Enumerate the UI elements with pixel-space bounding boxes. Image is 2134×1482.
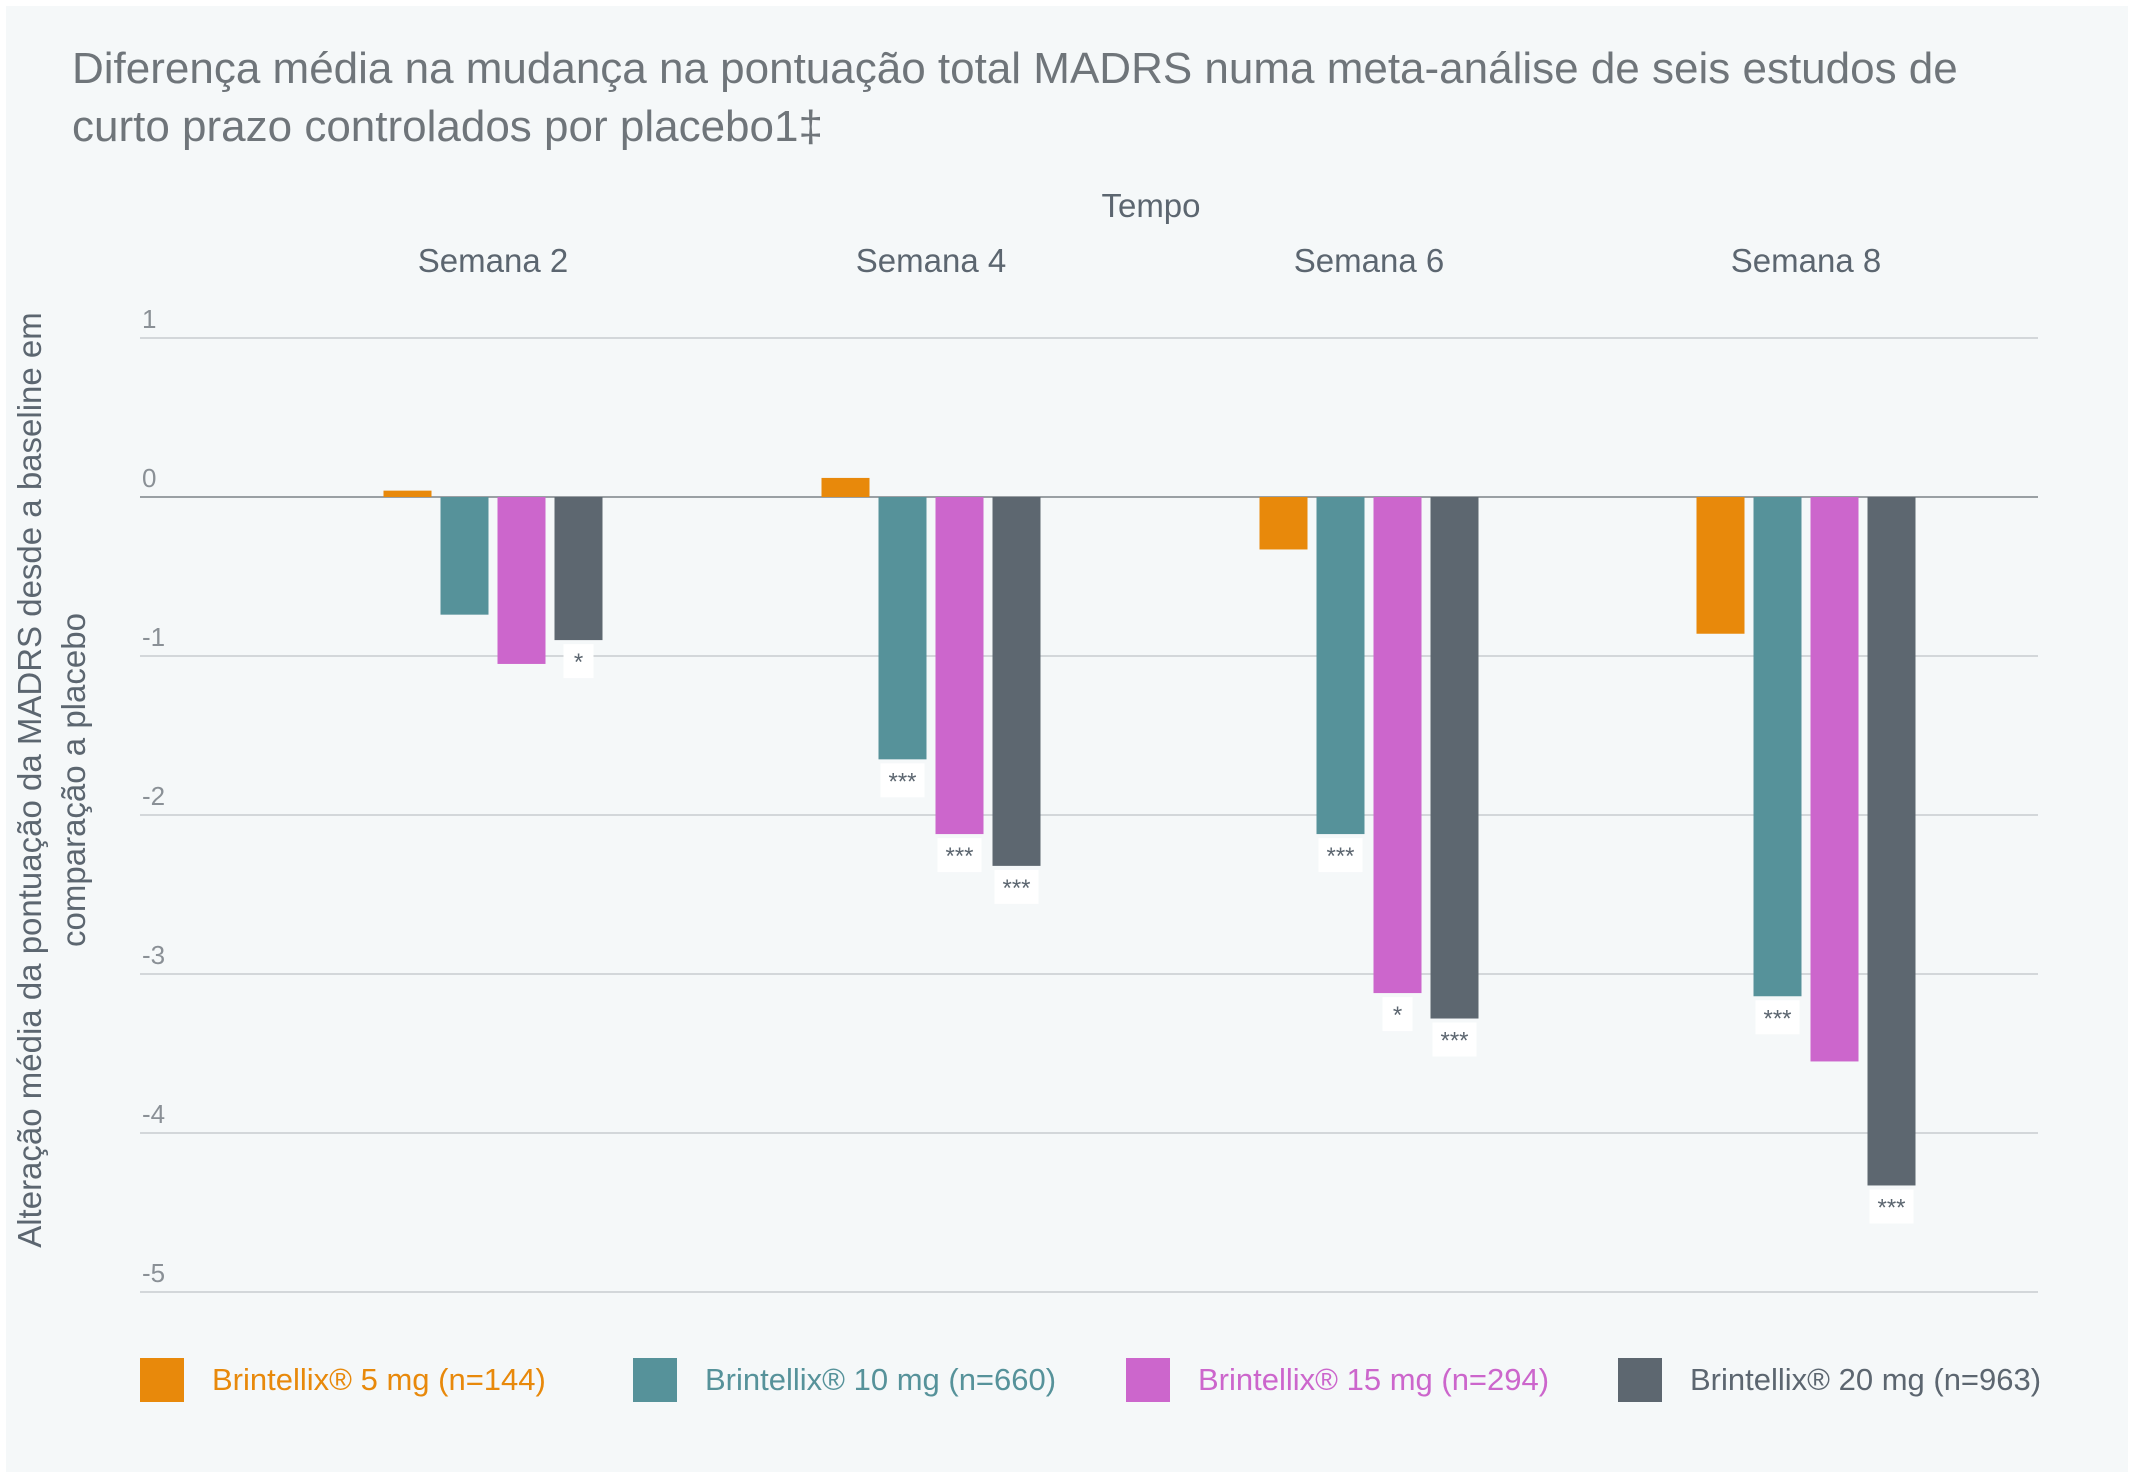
bar [440, 497, 489, 615]
chart-title: Diferença média na mudança na pontuação … [72, 44, 1958, 151]
bar [383, 490, 432, 497]
significance-label: *** [1440, 1028, 1468, 1055]
category-label: Semana 2 [418, 242, 568, 279]
y-tick-label: -3 [142, 940, 165, 970]
significance-label-bg [994, 869, 1039, 904]
significance-label-bg [1318, 838, 1363, 873]
significance-label-bg [1382, 997, 1413, 1032]
bar-chart: 1 0 -1 -2 -3 -4 -5 Tempo Semana 2 Semana 4 Semana … [140, 187, 2038, 1293]
y-tick-label: 0 [142, 463, 156, 493]
significance-label: *** [945, 843, 973, 870]
bar [497, 497, 546, 664]
significance-label-bg [1432, 1022, 1477, 1057]
significance-label-bg [1755, 1000, 1800, 1035]
y-tick-label: -1 [142, 622, 165, 652]
bar [992, 497, 1041, 866]
significance-label-bg [937, 838, 982, 873]
bar [935, 497, 984, 835]
significance-label: *** [1763, 1005, 1791, 1032]
bar [878, 497, 927, 760]
bar [1696, 497, 1745, 634]
x-axis-title: Tempo [1101, 187, 1200, 224]
legend-item: Brintellix® 15 mg (n=294) [1126, 1355, 1549, 1405]
significance-label-bg [1869, 1189, 1914, 1224]
bar [1810, 497, 1859, 1062]
significance-label: *** [1326, 843, 1354, 870]
bar [554, 497, 603, 641]
significance-label-bg [880, 763, 925, 798]
legend-swatch [1618, 1358, 1662, 1402]
legend: Brintellix® 5 mg (n=144) Brintellix® 10 m… [140, 1355, 2120, 1405]
bar [1430, 497, 1479, 1019]
bar [821, 477, 870, 497]
bar [1316, 497, 1365, 835]
significance-label: *** [888, 768, 916, 795]
y-tick-label: -5 [142, 1258, 165, 1288]
legend-swatch [633, 1358, 677, 1402]
y-tick-label: 1 [142, 304, 156, 334]
legend-label: Brintellix® 10 mg (n=660) [705, 1362, 1057, 1397]
category-label: Semana 6 [1294, 242, 1444, 279]
significance-label: * [574, 649, 583, 676]
legend-label: Brintellix® 15 mg (n=294) [1198, 1362, 1550, 1397]
bar [1373, 497, 1422, 994]
y-tick-label: -4 [142, 1099, 165, 1129]
significance-label-bg [563, 644, 594, 679]
bar [1867, 497, 1916, 1186]
legend-label: Brintellix® 5 mg (n=144) [212, 1362, 546, 1397]
bar [1753, 497, 1802, 997]
significance-label: *** [1002, 875, 1030, 902]
bar [1259, 497, 1308, 550]
category-label: Semana 4 [856, 242, 1006, 279]
legend-item: Brintellix® 5 mg (n=144) [140, 1355, 546, 1405]
y-tick-label: -2 [142, 781, 165, 811]
significance-label: * [1393, 1002, 1402, 1029]
category-label: Semana 8 [1731, 242, 1881, 279]
legend-item: Brintellix® 10 mg (n=660) [633, 1355, 1056, 1405]
legend-swatch [1126, 1358, 1170, 1402]
significance-label: *** [1877, 1194, 1905, 1221]
legend-label: Brintellix® 20 mg (n=963) [1690, 1362, 2042, 1397]
legend-swatch [140, 1358, 184, 1402]
legend-item: Brintellix® 20 mg (n=963) [1618, 1355, 2041, 1405]
